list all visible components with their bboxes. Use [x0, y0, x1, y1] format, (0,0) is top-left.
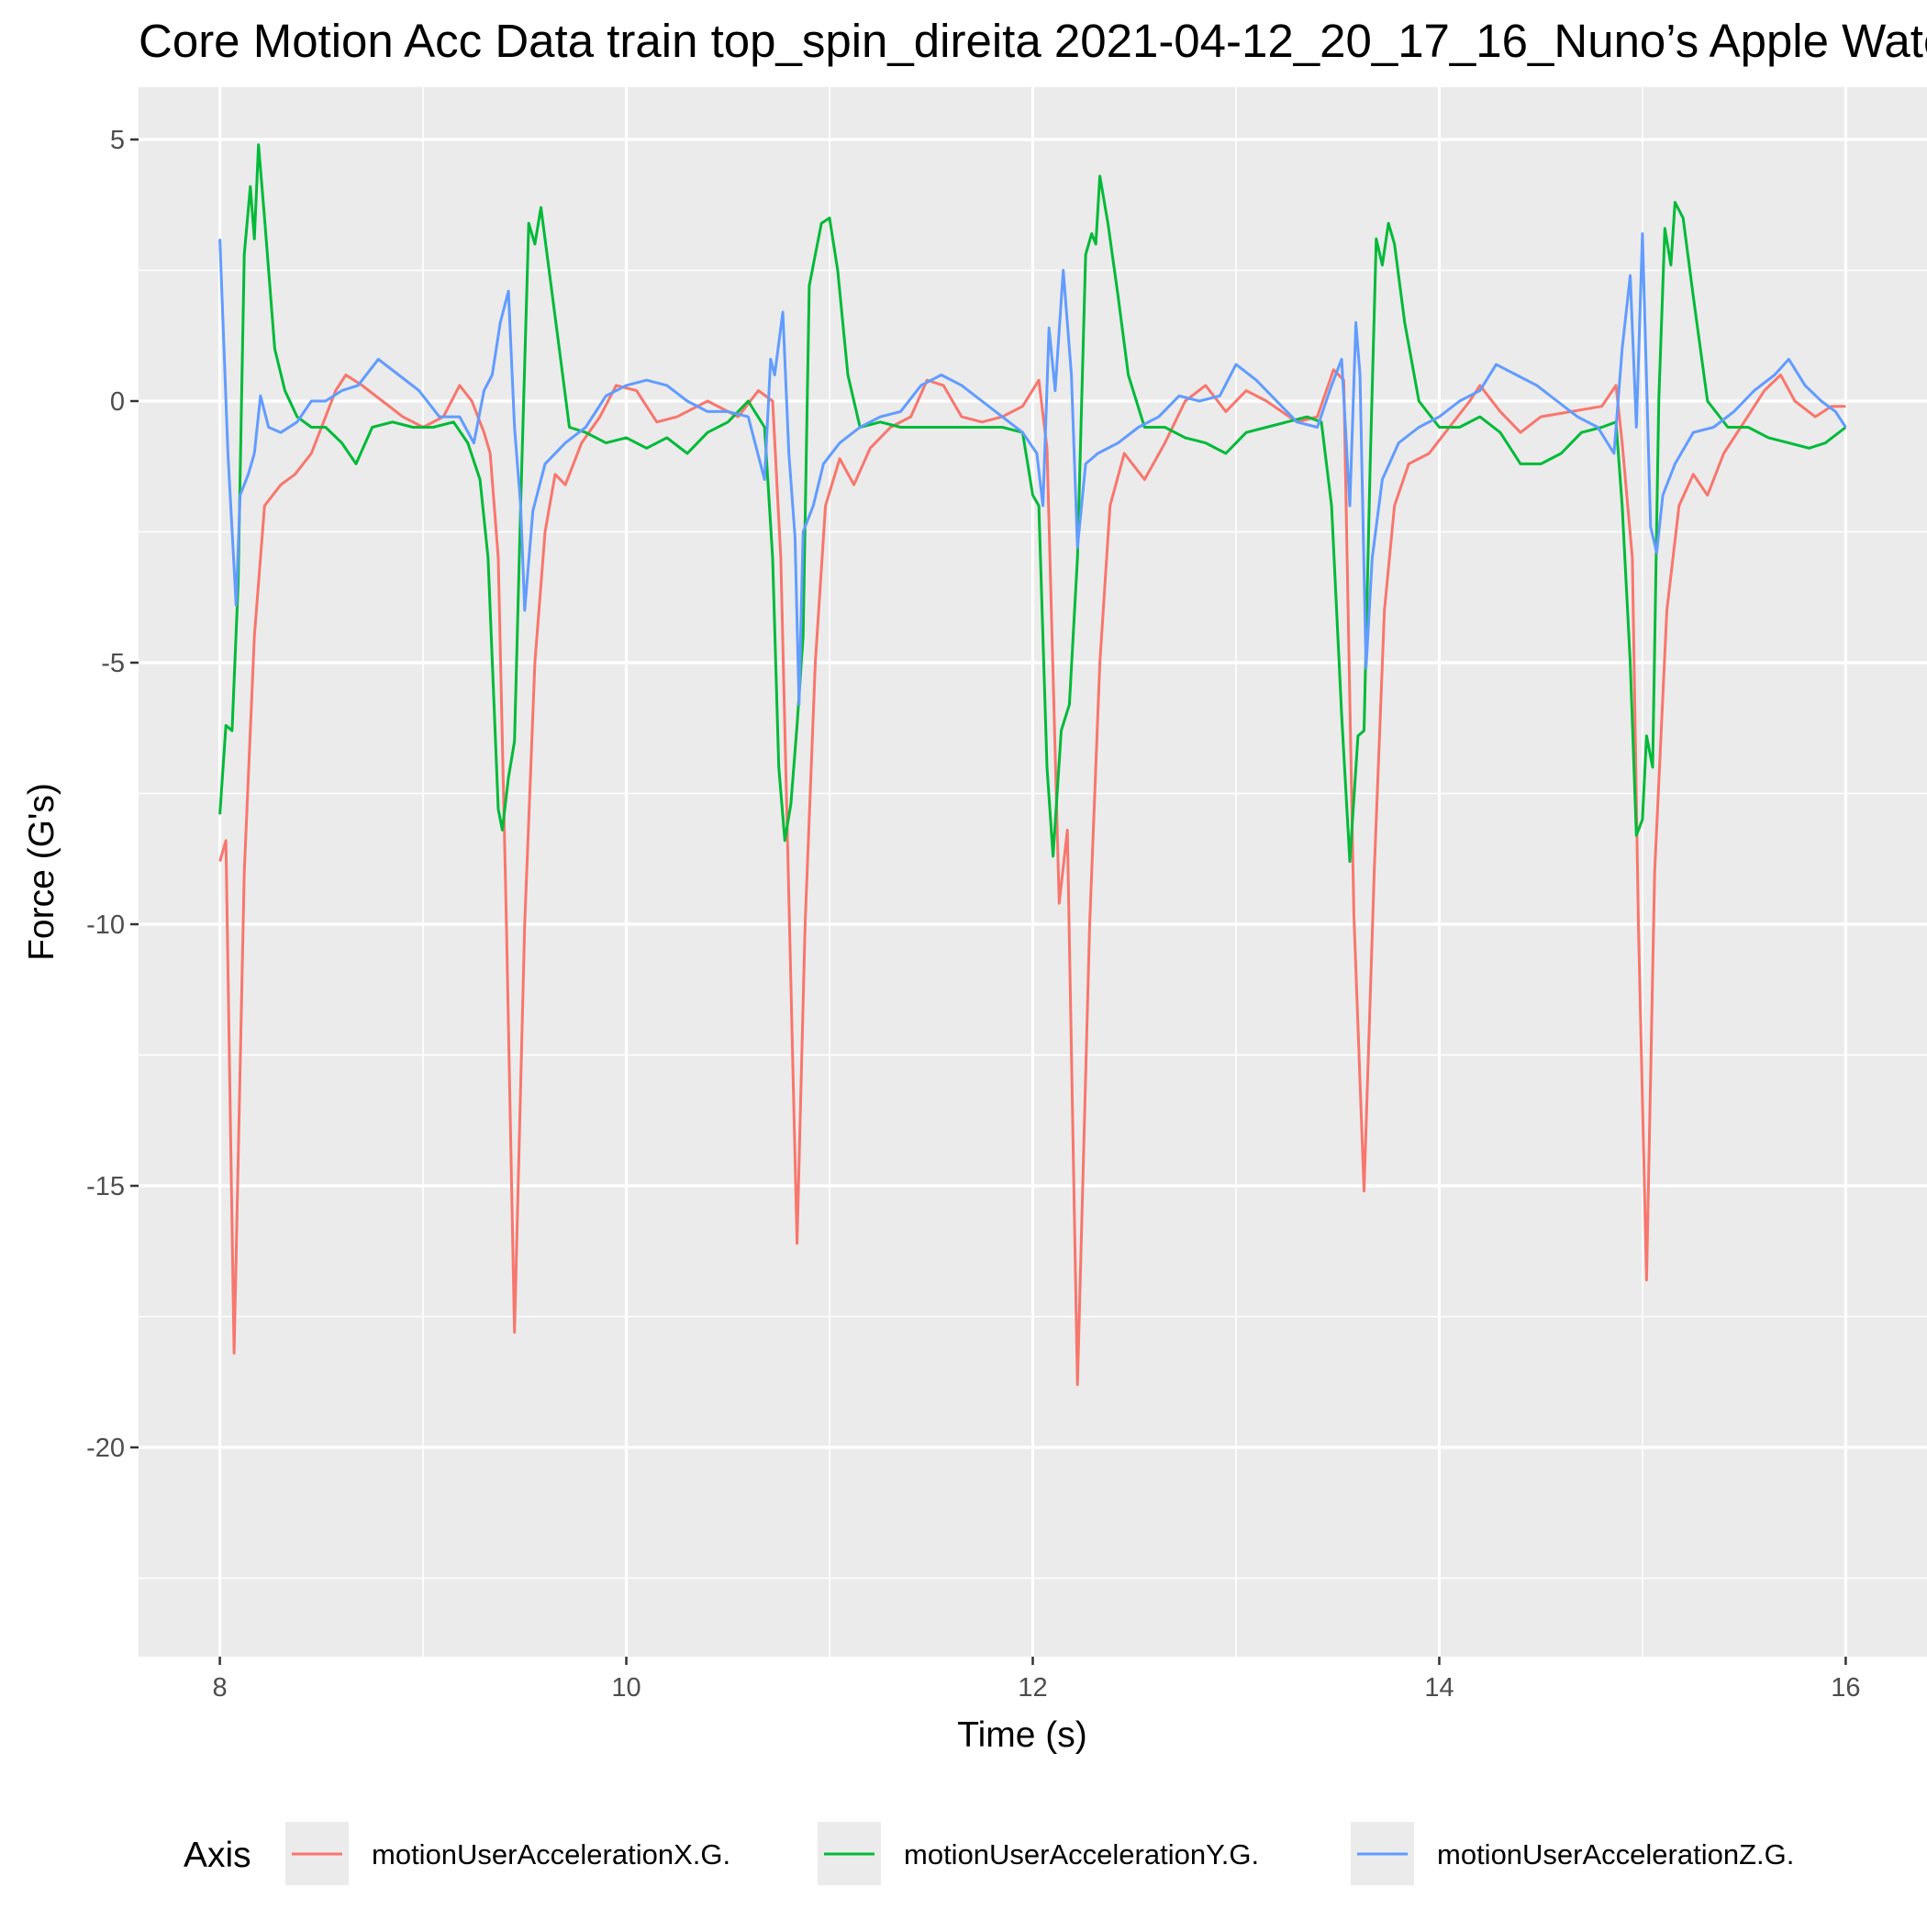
y-axis: -20 -15 -10 -5 0 5	[86, 126, 139, 1463]
y-tick-label: -5	[101, 649, 125, 678]
y-tick-label: 0	[110, 387, 125, 417]
y-tick-label: -10	[86, 910, 125, 940]
chart-title: Core Motion Acc Data train top_spin_dire…	[139, 15, 1927, 67]
x-tick-label: 10	[611, 1673, 640, 1703]
series-layer	[218, 143, 1847, 1387]
x-axis-title: Time (s)	[957, 1715, 1087, 1755]
legend-label: motionUserAccelerationY.G.	[904, 1838, 1259, 1871]
legend-label: motionUserAccelerationZ.G.	[1437, 1838, 1794, 1871]
x-tick-label: 14	[1424, 1673, 1454, 1703]
legend: Axis motionUserAccelerationX.G. motionUse…	[184, 1822, 1794, 1885]
x-axis: 8 10 12 14 16	[213, 1657, 1861, 1703]
legend-title: Axis	[184, 1836, 251, 1875]
x-tick-label: 8	[213, 1673, 228, 1703]
y-axis-title: Force (G's)	[22, 783, 61, 961]
series-line-2	[218, 143, 1847, 864]
y-tick-label: -15	[86, 1172, 125, 1201]
x-tick-label: 12	[1018, 1673, 1047, 1703]
y-tick-label: -20	[86, 1434, 125, 1463]
y-tick-label: 5	[110, 126, 125, 155]
series-line-3	[218, 232, 1847, 707]
x-tick-label: 16	[1831, 1673, 1860, 1703]
legend-label: motionUserAccelerationX.G.	[372, 1838, 730, 1871]
